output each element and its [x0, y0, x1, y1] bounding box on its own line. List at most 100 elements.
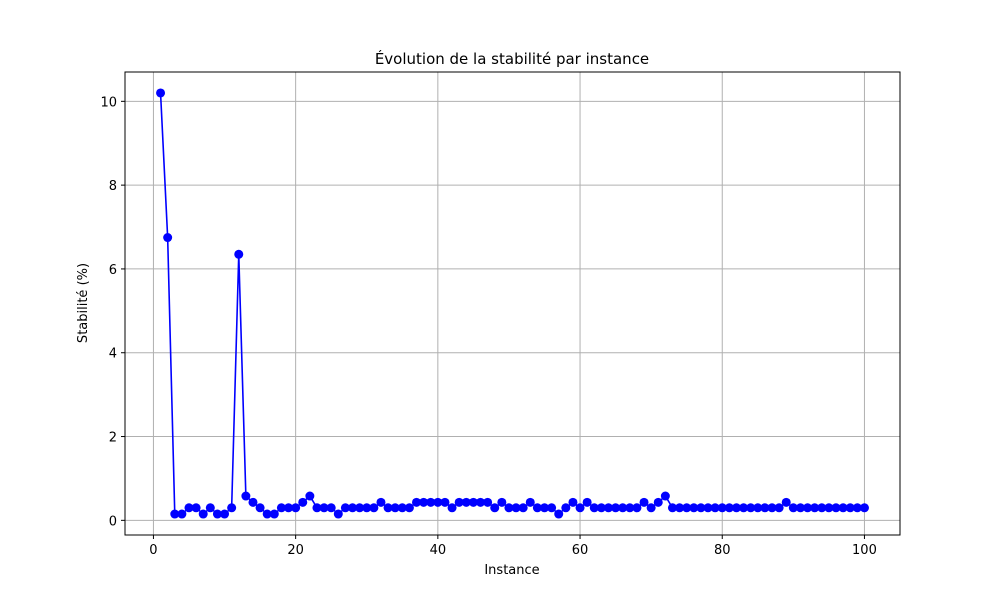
y-tick-label: 10 — [100, 95, 117, 110]
x-tick-label: 0 — [149, 543, 157, 558]
data-point — [653, 497, 663, 507]
data-point — [205, 503, 215, 513]
data-point — [824, 503, 834, 513]
data-point — [312, 503, 322, 513]
data-point — [739, 503, 749, 513]
data-point — [838, 503, 848, 513]
data-point — [483, 497, 493, 507]
data-point — [255, 503, 265, 513]
data-point — [340, 503, 350, 513]
data-point — [561, 503, 571, 513]
data-point — [646, 503, 656, 513]
data-point — [177, 509, 187, 519]
data-point — [461, 497, 471, 507]
data-point — [369, 503, 379, 513]
data-point — [625, 503, 635, 513]
data-point — [227, 503, 237, 513]
data-point — [717, 503, 727, 513]
data-point — [476, 497, 486, 507]
data-point — [348, 503, 358, 513]
data-point — [284, 503, 294, 513]
data-point — [355, 503, 365, 513]
data-point — [397, 503, 407, 513]
data-point — [504, 503, 514, 513]
data-point — [326, 503, 336, 513]
data-point — [781, 497, 791, 507]
data-point — [611, 503, 621, 513]
data-point — [859, 503, 869, 513]
data-point — [191, 503, 201, 513]
data-point — [682, 503, 692, 513]
data-point — [554, 509, 564, 519]
data-point — [376, 497, 386, 507]
data-point — [305, 491, 315, 501]
x-tick-label: 40 — [430, 543, 447, 558]
x-tick-label: 100 — [852, 543, 877, 558]
data-point — [852, 503, 862, 513]
x-tick-label: 60 — [572, 543, 589, 558]
data-point — [298, 497, 308, 507]
y-axis-label: Stabilité (%) — [76, 263, 91, 343]
data-point — [731, 503, 741, 513]
data-point — [404, 503, 414, 513]
plot-frame — [124, 71, 901, 536]
data-point — [511, 503, 521, 513]
x-axis-label: Instance — [484, 563, 539, 578]
data-point — [198, 509, 208, 519]
data-point — [276, 503, 286, 513]
data-point — [291, 503, 301, 513]
data-point — [539, 503, 549, 513]
x-tick-label: 80 — [714, 543, 731, 558]
data-point — [689, 503, 699, 513]
data-point — [234, 249, 244, 259]
axes: 0 20 40 60 80 100 0 2 4 6 8 10 — [100, 71, 901, 558]
data-point — [362, 503, 372, 513]
data-point — [703, 503, 713, 513]
data-point — [660, 491, 670, 501]
data-point — [490, 503, 500, 513]
data-point — [163, 233, 173, 243]
data-point — [170, 509, 180, 519]
data-point — [589, 503, 599, 513]
data-point — [184, 503, 194, 513]
data-point — [262, 509, 272, 519]
data-point — [753, 503, 763, 513]
data-point — [596, 503, 606, 513]
data-point — [831, 503, 841, 513]
data-point — [518, 503, 528, 513]
data-point — [412, 497, 422, 507]
data-point — [675, 503, 685, 513]
data-point — [525, 497, 535, 507]
data-point — [248, 497, 258, 507]
data-point — [383, 503, 393, 513]
data-point — [667, 503, 677, 513]
data-point — [746, 503, 756, 513]
data-point — [767, 503, 777, 513]
data-point — [639, 497, 649, 507]
data-point — [632, 503, 642, 513]
data-point — [433, 497, 443, 507]
data-point — [468, 497, 478, 507]
data-point — [568, 497, 578, 507]
data-point — [724, 503, 734, 513]
series-line — [159, 92, 865, 516]
data-point — [795, 503, 805, 513]
y-tick-label: 4 — [109, 347, 117, 362]
data-point — [454, 497, 464, 507]
y-tick-label: 6 — [109, 263, 117, 278]
data-point — [710, 503, 720, 513]
data-point — [532, 503, 542, 513]
data-point — [156, 88, 166, 98]
y-tick-label: 0 — [109, 514, 117, 529]
series-stabilite — [156, 88, 869, 519]
data-point — [575, 503, 585, 513]
data-point — [220, 509, 230, 519]
data-point — [269, 509, 279, 519]
data-point — [440, 497, 450, 507]
data-point — [333, 509, 343, 519]
data-point — [618, 503, 628, 513]
data-point — [603, 503, 613, 513]
data-point — [582, 497, 592, 507]
